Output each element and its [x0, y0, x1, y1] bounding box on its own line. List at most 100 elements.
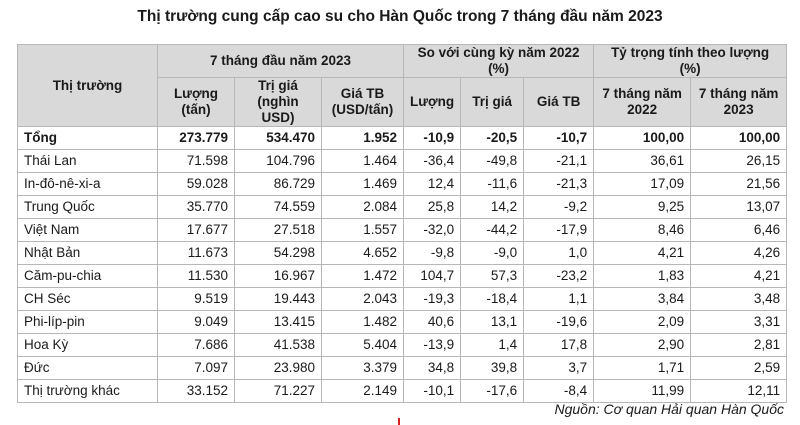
value-cell: 54.298 [234, 241, 322, 265]
value-cell: 4,21 [593, 241, 692, 265]
table-row: Thái Lan 71.598 104.796 1.464 -36,4 -49,8 -21,… [17, 149, 788, 173]
value-cell: 1.952 [321, 126, 404, 150]
market-name-cell: Thái Lan [17, 149, 158, 173]
value-cell: 9,25 [593, 195, 692, 219]
header-volume: Lượng (tấn) [157, 77, 235, 127]
header-group-yoy: So với cùng kỳ năm 2022 (%) [402, 44, 595, 78]
table-row: Thị trường khác 33.152 71.227 2.149 -10,1 -17… [17, 379, 788, 403]
value-cell: 7.097 [157, 356, 235, 380]
header-group-2023: 7 tháng đầu năm 2023 [157, 44, 404, 78]
value-cell: 57,3 [460, 264, 525, 288]
table-title: Thị trường cung cấp cao su cho Hàn Quốc … [137, 8, 663, 25]
table-row: Tổng 273.779 534.470 1.952 -10,9 -20,5 -10,7 10… [17, 126, 788, 150]
header-share-2022: 7 tháng năm 2022 [593, 77, 692, 127]
value-cell: -10,1 [402, 379, 462, 403]
header-yoy-volume: Lượng [402, 77, 462, 127]
value-cell: -9,2 [523, 195, 595, 219]
value-cell: 2.149 [321, 379, 404, 403]
market-name-cell: Căm-pu-chia [17, 264, 158, 288]
value-cell: 36,61 [593, 149, 692, 173]
value-cell: 71.598 [157, 149, 235, 173]
value-cell: 35.770 [157, 195, 235, 219]
value-cell: 3,31 [690, 310, 788, 334]
value-cell: 26,15 [690, 149, 788, 173]
value-cell: 5.404 [321, 333, 404, 357]
market-name-cell: Đức [17, 356, 158, 380]
header-share-2023: 7 tháng năm 2023 [690, 77, 788, 127]
value-cell: 27.518 [234, 218, 322, 242]
value-cell: 3.379 [321, 356, 404, 380]
red-marker [398, 418, 400, 425]
value-cell: 40,6 [402, 310, 462, 334]
value-cell: 534.470 [234, 126, 322, 150]
value-cell: 2,90 [593, 333, 692, 357]
table-row: Phi-líp-pin 9.049 13.415 1.482 40,6 13,1 -19,6… [17, 310, 788, 334]
value-cell: -13,9 [402, 333, 462, 357]
value-cell: -21,1 [523, 149, 595, 173]
value-cell: 17,8 [523, 333, 595, 357]
table-row: Đức 7.097 23.980 3.379 34,8 39,8 3,7 1,71 2,59 [17, 356, 788, 380]
value-cell: -23,2 [523, 264, 595, 288]
value-cell: -8,4 [523, 379, 595, 403]
value-cell: 273.779 [157, 126, 235, 150]
table-row: Căm-pu-chia 11.530 16.967 1.472 104,7 57,3 -23… [17, 264, 788, 288]
value-cell: 17,09 [593, 172, 692, 196]
value-cell: -19,6 [523, 310, 595, 334]
value-cell: 41.538 [234, 333, 322, 357]
value-cell: 21,56 [690, 172, 788, 196]
header-value: Trị giá (nghìn USD) [234, 77, 322, 127]
table-row: Hoa Kỳ 7.686 41.538 5.404 -13,9 1,4 17,8 2,90 2,… [17, 333, 788, 357]
rubber-import-table: Thị trường 7 tháng đầu năm 2023 So với c… [17, 44, 788, 403]
value-cell: 11,99 [593, 379, 692, 403]
value-cell: -18,4 [460, 287, 525, 311]
value-cell: 17.677 [157, 218, 235, 242]
value-cell: 4.652 [321, 241, 404, 265]
source-note: Nguồn: Cơ quan Hải quan Hàn Quốc [554, 401, 785, 417]
value-cell: -32,0 [402, 218, 462, 242]
header-avg-price: Giá TB (USD/tấn) [321, 77, 404, 127]
table-row: CH Séc 9.519 19.443 2.043 -19,3 -18,4 1,1 3,84 3… [17, 287, 788, 311]
value-cell: 3,84 [593, 287, 692, 311]
value-cell: -21,3 [523, 172, 595, 196]
value-cell: 19.443 [234, 287, 322, 311]
market-name-cell: Tổng [17, 126, 158, 150]
value-cell: 11.673 [157, 241, 235, 265]
value-cell: 14,2 [460, 195, 525, 219]
market-name-cell: Việt Nam [17, 218, 158, 242]
value-cell: 2,59 [690, 356, 788, 380]
value-cell: 71.227 [234, 379, 322, 403]
value-cell: 1,4 [460, 333, 525, 357]
value-cell: -17,6 [460, 379, 525, 403]
value-cell: -10,7 [523, 126, 595, 150]
value-cell: 2.043 [321, 287, 404, 311]
table-row: Việt Nam 17.677 27.518 1.557 -32,0 -44,2 -17,9… [17, 218, 788, 242]
market-name-cell: Hoa Kỳ [17, 333, 158, 357]
value-cell: -10,9 [402, 126, 462, 150]
value-cell: 7.686 [157, 333, 235, 357]
value-cell: 34,8 [402, 356, 462, 380]
value-cell: 2,81 [690, 333, 788, 357]
value-cell: 3,7 [523, 356, 595, 380]
value-cell: -20,5 [460, 126, 525, 150]
value-cell: 1.469 [321, 172, 404, 196]
value-cell: 8,46 [593, 218, 692, 242]
value-cell: 39,8 [460, 356, 525, 380]
market-name-cell: Thị trường khác [17, 379, 158, 403]
value-cell: 1.557 [321, 218, 404, 242]
table-row: Nhật Bản 11.673 54.298 4.652 -9,8 -9,0 1,0 4,21… [17, 241, 788, 265]
value-cell: -9,8 [402, 241, 462, 265]
value-cell: 11.530 [157, 264, 235, 288]
value-cell: 74.559 [234, 195, 322, 219]
header-yoy-value: Trị giá [460, 77, 525, 127]
value-cell: 1,1 [523, 287, 595, 311]
value-cell: 104,7 [402, 264, 462, 288]
value-cell: -9,0 [460, 241, 525, 265]
value-cell: 1,83 [593, 264, 692, 288]
value-cell: 100,00 [593, 126, 692, 150]
value-cell: 12,11 [690, 379, 788, 403]
header-yoy-price: Giá TB [523, 77, 595, 127]
value-cell: 23.980 [234, 356, 322, 380]
table-row: Trung Quốc 35.770 74.559 2.084 25,8 14,2 -9,2 9… [17, 195, 788, 219]
market-name-cell: In-đô-nê-xi-a [17, 172, 158, 196]
value-cell: -44,2 [460, 218, 525, 242]
